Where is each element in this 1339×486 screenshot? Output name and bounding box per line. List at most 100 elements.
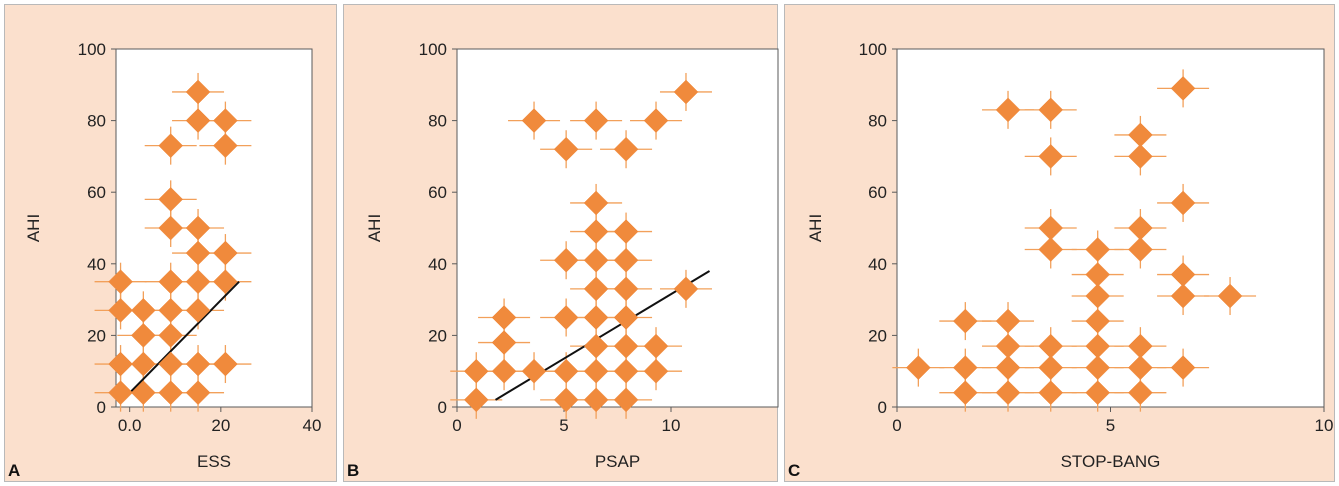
data-point (108, 351, 133, 377)
y-tick-label: 80 (428, 112, 447, 131)
data-point (995, 97, 1021, 123)
data-point (491, 358, 517, 384)
y-tick-label: 100 (78, 40, 106, 59)
y-tick-label: 60 (428, 183, 447, 202)
data-point (553, 358, 579, 384)
data-point (521, 108, 547, 133)
data-point (108, 269, 133, 295)
data-point (1217, 283, 1243, 309)
data-point (553, 387, 579, 413)
data-point (673, 276, 699, 302)
data-point (995, 355, 1021, 380)
data-point (1128, 355, 1153, 380)
x-tick-label: 0 (452, 416, 461, 435)
data-point (185, 380, 211, 406)
data-point (130, 297, 156, 323)
data-point (613, 333, 639, 359)
data-point (158, 380, 184, 406)
trend-line (122, 280, 240, 401)
data-point (158, 351, 184, 377)
data-point (583, 305, 609, 330)
y-tick-label: 40 (87, 255, 106, 274)
data-point (1128, 237, 1153, 262)
data-point (553, 305, 579, 330)
data-point (1170, 355, 1196, 380)
data-point (613, 276, 639, 302)
data-point (185, 79, 211, 105)
x-tick-label: 10 (1315, 416, 1334, 435)
data-point (158, 269, 184, 295)
data-point (130, 380, 156, 406)
y-tick-label: 0 (97, 398, 106, 417)
data-point (952, 380, 978, 406)
data-point (1038, 237, 1064, 262)
data-point (995, 308, 1021, 334)
y-tick-label: 100 (419, 40, 447, 59)
data-point (583, 276, 609, 302)
data-point (1128, 144, 1153, 169)
y-tick-label: 40 (868, 255, 887, 274)
x-axis-title: ESS (197, 452, 231, 471)
data-point (185, 215, 211, 241)
y-tick-label: 80 (868, 112, 887, 131)
data-point (583, 358, 609, 384)
data-point (613, 387, 639, 413)
data-point (1085, 237, 1111, 262)
data-point (952, 355, 978, 380)
data-point (673, 79, 699, 105)
data-point (952, 308, 978, 334)
data-point (1038, 380, 1064, 406)
y-tick-label: 60 (868, 183, 887, 202)
data-point (613, 247, 639, 273)
data-point (1170, 283, 1196, 309)
y-tick-label: 20 (868, 326, 887, 345)
data-point (158, 323, 184, 348)
data-point (130, 323, 156, 348)
y-tick-label: 80 (87, 112, 106, 131)
x-tick-label: 10 (662, 416, 681, 435)
data-point (213, 351, 238, 377)
data-point (158, 215, 184, 241)
x-tick-label: 5 (559, 416, 568, 435)
data-point (213, 108, 238, 133)
data-point (158, 133, 184, 159)
x-tick-label: 0 (892, 416, 901, 435)
data-point (613, 358, 639, 384)
data-point (213, 133, 238, 159)
data-point (185, 269, 211, 295)
data-point (1170, 190, 1196, 216)
y-tick-label: 100 (859, 40, 887, 59)
panel-label-a: A (8, 461, 21, 480)
y-axis-title: AHI (365, 214, 384, 242)
x-tick-label: 20 (211, 416, 230, 435)
data-point (1128, 380, 1153, 406)
y-tick-label: 60 (87, 183, 106, 202)
data-point (583, 387, 609, 413)
panel-label-c: C (788, 461, 801, 480)
y-axis-title: AHI (24, 214, 43, 242)
data-point (553, 247, 579, 273)
data-point (108, 297, 133, 323)
data-point (185, 108, 211, 133)
data-point (613, 305, 639, 330)
data-point (643, 333, 669, 359)
data-point (613, 219, 639, 244)
x-axis-title: PSAP (595, 452, 640, 471)
data-point (583, 190, 609, 216)
y-tick-label: 20 (428, 326, 447, 345)
data-point (995, 380, 1021, 406)
data-point (213, 240, 238, 266)
data-point (1085, 308, 1111, 334)
data-point (643, 358, 669, 384)
data-point (158, 297, 184, 323)
x-tick-label: 40 (303, 416, 322, 435)
data-point (583, 108, 609, 133)
data-point (213, 269, 238, 295)
panel-c: 0 20 40 60 80 100 0 5 10 STOP-BANG AHI C (784, 4, 1335, 482)
y-tick-label: 0 (878, 398, 887, 417)
data-point (491, 330, 517, 355)
data-point (905, 355, 931, 380)
data-point (1038, 97, 1064, 123)
panel-label-b: B (347, 461, 360, 480)
data-point (1085, 355, 1111, 380)
